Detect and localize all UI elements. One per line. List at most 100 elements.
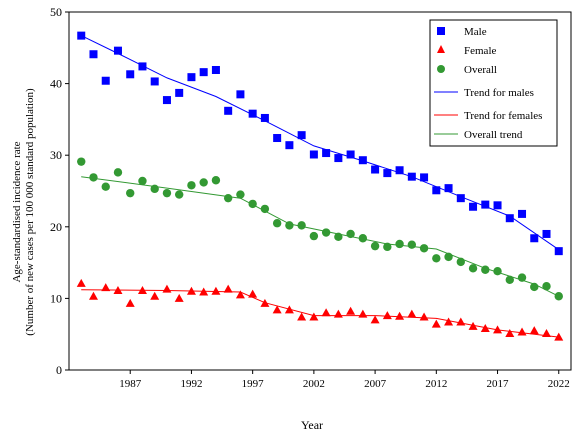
overall-point bbox=[223, 193, 233, 203]
legend: Male Female Overall Trend for males Tren… bbox=[429, 19, 558, 147]
female-point bbox=[150, 291, 160, 300]
overall-point bbox=[297, 221, 306, 230]
female-point bbox=[431, 319, 441, 328]
male-point bbox=[260, 113, 269, 122]
male-point bbox=[211, 65, 220, 74]
female-point bbox=[333, 309, 343, 318]
overall-point bbox=[395, 239, 404, 249]
male-point bbox=[175, 88, 184, 97]
male-point bbox=[346, 150, 355, 159]
legend-overall-marker bbox=[437, 65, 445, 73]
overall-point bbox=[126, 188, 135, 198]
female-point bbox=[321, 308, 331, 317]
male-point bbox=[187, 73, 196, 82]
trend-line-male bbox=[80, 35, 560, 251]
male-point bbox=[542, 229, 551, 238]
female-point bbox=[186, 286, 196, 295]
overall-point bbox=[321, 228, 331, 237]
overall-point bbox=[236, 190, 245, 199]
y-tick-label: 0 bbox=[56, 363, 62, 377]
male-point bbox=[77, 31, 86, 40]
female-point bbox=[137, 286, 147, 295]
x-tick-label: 1997 bbox=[242, 378, 265, 390]
female-point bbox=[162, 284, 172, 293]
overall-point bbox=[542, 282, 551, 291]
overall-point bbox=[383, 242, 392, 252]
overall-point bbox=[77, 157, 86, 166]
male-point bbox=[309, 150, 318, 159]
overall-point bbox=[101, 182, 110, 191]
overall-point bbox=[358, 234, 368, 243]
y-tick-label: 20 bbox=[50, 220, 62, 234]
overall-point bbox=[432, 254, 441, 263]
male-point bbox=[383, 169, 392, 178]
male-point bbox=[358, 156, 367, 165]
male-point bbox=[273, 134, 282, 143]
male-point bbox=[236, 90, 245, 99]
male-point bbox=[297, 131, 306, 140]
female-point bbox=[517, 327, 527, 336]
male-point bbox=[432, 186, 441, 195]
female-point bbox=[297, 312, 307, 321]
female-point bbox=[88, 291, 98, 300]
overall-point bbox=[174, 190, 184, 199]
overall-point bbox=[150, 184, 159, 194]
male-point bbox=[334, 154, 343, 163]
data-markers bbox=[76, 31, 564, 341]
overall-point bbox=[419, 244, 429, 253]
overall-point bbox=[211, 176, 221, 185]
y-tick-label: 50 bbox=[50, 5, 62, 19]
female-point bbox=[248, 289, 258, 298]
overall-point bbox=[272, 219, 282, 228]
female-point bbox=[382, 311, 392, 320]
male-point bbox=[505, 214, 514, 223]
overall-point bbox=[309, 231, 319, 241]
male-point bbox=[530, 234, 539, 243]
male-point bbox=[138, 62, 147, 71]
female-point bbox=[395, 311, 405, 320]
x-tick-label: 1987 bbox=[119, 378, 142, 390]
legend-female-trend-label: Trend for females bbox=[464, 110, 542, 122]
legend-male-marker bbox=[437, 27, 445, 35]
male-point bbox=[126, 70, 135, 79]
x-tick-label: 2022 bbox=[548, 378, 570, 390]
female-point bbox=[125, 298, 135, 307]
overall-point bbox=[468, 264, 478, 273]
female-point bbox=[444, 317, 454, 326]
legend-box bbox=[429, 19, 558, 147]
x-tick-label: 2007 bbox=[364, 378, 387, 390]
overall-point bbox=[505, 275, 514, 284]
overall-point bbox=[199, 178, 208, 187]
male-point bbox=[322, 149, 331, 158]
x-tick-label: 2002 bbox=[303, 378, 325, 390]
female-point bbox=[529, 326, 539, 335]
male-point bbox=[456, 194, 465, 203]
female-point bbox=[358, 309, 368, 318]
male-point bbox=[150, 77, 159, 86]
male-point bbox=[101, 76, 110, 85]
female-point bbox=[493, 325, 503, 334]
male-point bbox=[407, 172, 416, 181]
female-point bbox=[284, 305, 294, 314]
overall-point bbox=[407, 240, 417, 249]
legend-male-trend-label: Trend for males bbox=[464, 87, 534, 99]
female-point bbox=[309, 312, 319, 321]
female-point bbox=[542, 328, 552, 337]
male-point bbox=[518, 209, 527, 218]
female-point bbox=[468, 321, 478, 330]
male-point bbox=[444, 184, 453, 193]
overall-point bbox=[138, 176, 147, 186]
overall-point bbox=[456, 257, 466, 267]
male-point bbox=[469, 202, 478, 211]
overall-point bbox=[187, 181, 196, 190]
overall-point bbox=[530, 282, 539, 292]
x-tick-label: 1992 bbox=[180, 378, 202, 390]
legend-overall-trend-label: Overall trend bbox=[464, 129, 523, 141]
plot-frame bbox=[68, 11, 572, 371]
male-point bbox=[199, 68, 208, 77]
x-tick-label: 2017 bbox=[487, 378, 510, 390]
overall-point bbox=[517, 273, 527, 282]
male-point bbox=[285, 141, 294, 150]
y-axis-label-line2: (Number of new cases per 100 000 standar… bbox=[24, 88, 36, 336]
female-point bbox=[554, 332, 564, 341]
